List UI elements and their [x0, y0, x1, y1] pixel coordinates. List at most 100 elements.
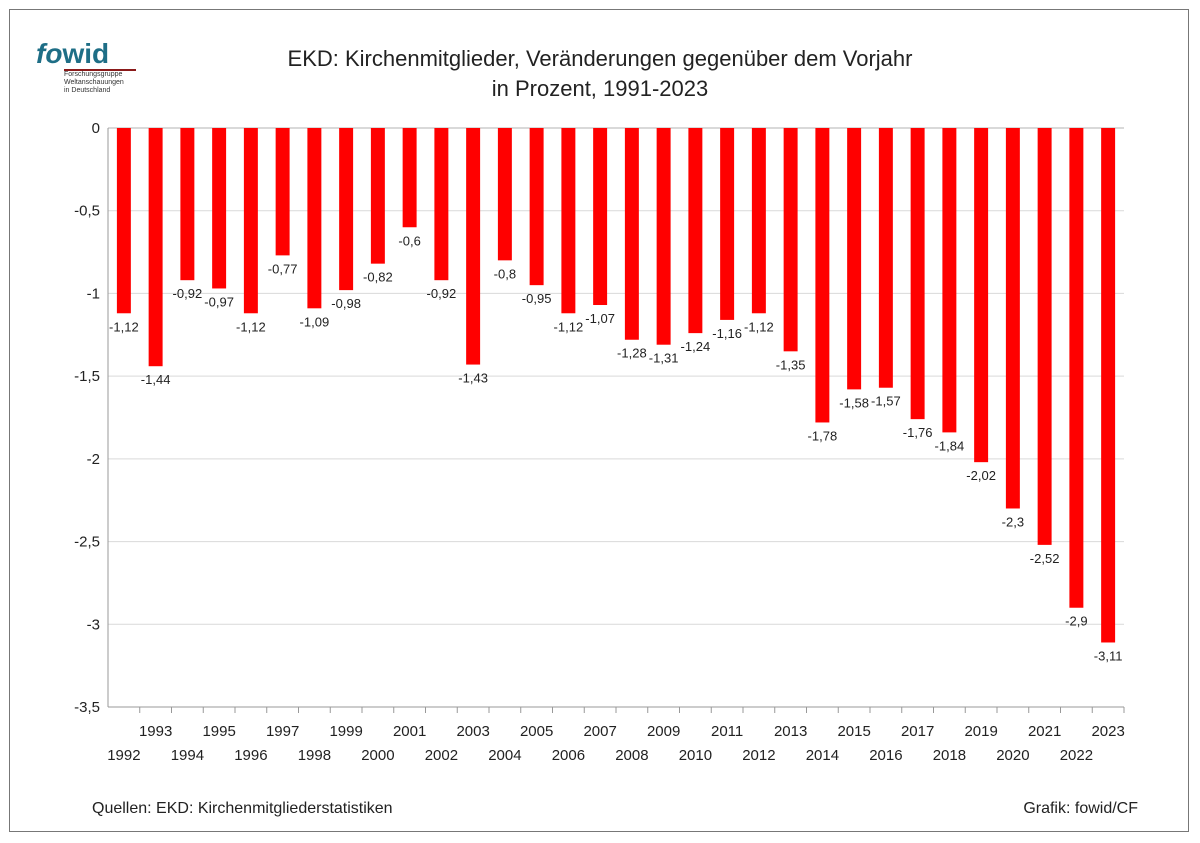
x-tick-label: 2001: [393, 723, 426, 740]
bar: [1005, 128, 1020, 509]
bar: [593, 128, 608, 306]
data-label: -2,52: [1030, 551, 1060, 566]
logo-brand-b: wid: [62, 38, 110, 69]
data-label: -1,35: [776, 357, 806, 372]
y-tick-label: -2: [87, 451, 100, 468]
x-tick-label: 2009: [647, 723, 680, 740]
bar: [878, 128, 893, 388]
bar: [370, 128, 385, 264]
data-label: -1,28: [617, 346, 647, 361]
data-label: -0,95: [522, 291, 552, 306]
x-tick-label: 2010: [679, 747, 712, 764]
x-tick-label: 2022: [1060, 747, 1093, 764]
bar: [148, 128, 163, 367]
logo-sub-line-2: Weltanschauungen: [64, 79, 124, 86]
data-label: -1,09: [300, 314, 330, 329]
bar: [974, 128, 989, 463]
logo-brand-a: fo: [36, 38, 63, 69]
data-label: -1,58: [839, 395, 869, 410]
data-label: -0,92: [173, 286, 203, 301]
logo-wordmark: fowid: [36, 40, 109, 68]
bar: [1037, 128, 1052, 545]
bar: [942, 128, 957, 433]
y-tick-label: -1,5: [74, 368, 100, 385]
x-tick-label: 2017: [901, 723, 934, 740]
bar: [720, 128, 735, 320]
x-tick-label: 2000: [361, 747, 394, 764]
data-label: -0,77: [268, 261, 298, 276]
chart-frame: [9, 9, 1189, 832]
data-label: -3,11: [1094, 648, 1123, 663]
bar: [688, 128, 703, 334]
bar: [307, 128, 322, 309]
data-label: -2,9: [1065, 614, 1087, 629]
data-label: -1,12: [236, 319, 266, 334]
data-label: -1,57: [871, 394, 901, 409]
bar: [910, 128, 925, 420]
logo-sub-line-1: Forschungsgruppe: [64, 71, 123, 78]
data-label: -2,3: [1002, 514, 1024, 529]
x-tick-label: 1995: [202, 723, 235, 740]
data-label: -0,8: [494, 266, 516, 281]
x-tick-label: 2023: [1091, 723, 1124, 740]
x-tick-label: 2002: [425, 747, 458, 764]
x-tick-label: 2012: [742, 747, 775, 764]
y-tick-label: -0,5: [74, 203, 100, 220]
bar: [1101, 128, 1116, 643]
fowid-logo: fowid Forschungsgruppe Weltanschauungen …: [36, 40, 146, 100]
bar: [529, 128, 544, 286]
x-tick-label: 2013: [774, 723, 807, 740]
x-tick-label: 1994: [171, 747, 204, 764]
data-label: -1,84: [935, 438, 965, 453]
data-label: -1,76: [903, 425, 933, 440]
data-label: -2,02: [966, 468, 996, 483]
bar: [561, 128, 576, 314]
bar: [624, 128, 639, 340]
logo-divider: [64, 69, 136, 71]
x-tick-label: 2003: [456, 723, 489, 740]
chart-title-line-2: in Prozent, 1991-2023: [491, 76, 709, 101]
x-tick-label: 1993: [139, 723, 172, 740]
x-tick-label: 2006: [552, 747, 585, 764]
x-tick-label: 2011: [711, 723, 743, 740]
bar: [243, 128, 258, 314]
x-tick-label: 2020: [996, 747, 1029, 764]
data-label: -0,97: [204, 294, 234, 309]
x-tick-label: 2016: [869, 747, 902, 764]
data-label: -0,98: [331, 296, 361, 311]
bar: [656, 128, 671, 345]
y-tick-label: -3: [87, 616, 100, 633]
bar: [275, 128, 290, 256]
bar: [116, 128, 131, 314]
logo-sub-line-3: in Deutschland: [64, 87, 111, 94]
data-label: -1,12: [109, 319, 139, 334]
data-label: -1,16: [712, 326, 742, 341]
bar: [815, 128, 830, 423]
data-label: -1,78: [808, 428, 838, 443]
x-tick-label: 1996: [234, 747, 267, 764]
chart-title: EKD: Kirchenmitglieder, Veränderungen ge…: [180, 44, 1020, 104]
y-tick-label: 0: [92, 120, 100, 137]
data-label: -1,24: [681, 339, 711, 354]
data-label: -1,12: [744, 319, 774, 334]
chart-title-line-1: EKD: Kirchenmitglieder, Veränderungen ge…: [287, 46, 913, 71]
bar: [180, 128, 195, 281]
bar: [466, 128, 481, 365]
x-tick-label: 2014: [806, 747, 839, 764]
y-tick-label: -1: [87, 285, 100, 302]
x-tick-label: 2005: [520, 723, 553, 740]
x-tick-label: 2008: [615, 747, 648, 764]
data-label: -1,07: [585, 311, 615, 326]
x-tick-label: 1997: [266, 723, 299, 740]
data-label: -0,82: [363, 270, 393, 285]
source-note: Quellen: EKD: Kirchenmitgliederstatistik…: [92, 800, 393, 817]
x-tick-label: 1999: [329, 723, 362, 740]
bar: [434, 128, 449, 281]
bar: [751, 128, 766, 314]
x-tick-label: 1992: [107, 747, 140, 764]
data-label: -1,43: [458, 371, 488, 386]
data-label: -0,6: [398, 233, 420, 248]
x-tick-label: 1998: [298, 747, 331, 764]
bar: [212, 128, 227, 289]
bar: [339, 128, 354, 291]
